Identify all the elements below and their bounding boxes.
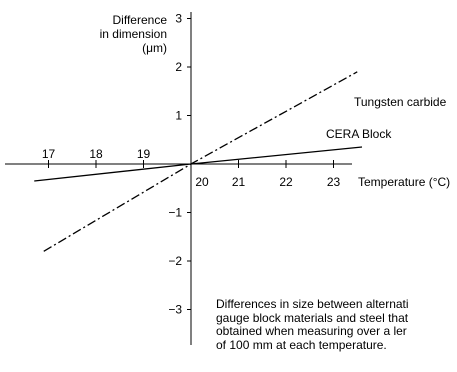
x-tick-label-17: 17	[42, 147, 56, 161]
series-line-tungsten-carbide	[43, 71, 358, 252]
x-tick-label-19: 19	[137, 147, 151, 161]
y-tick-label--2: −2	[168, 254, 182, 268]
x-tick-label-21: 21	[232, 175, 246, 189]
y-tick-label-2: 2	[175, 60, 182, 74]
y-tick-label-3: 3	[175, 12, 182, 26]
series-line-cera-block	[34, 146, 363, 182]
x-tick-label-23: 23	[327, 175, 341, 189]
y-tick-label--1: −1	[168, 206, 182, 220]
annotation-line-1: Differences in size between alternati	[216, 298, 409, 311]
x-axis-label: Temperature (°C)	[358, 175, 450, 189]
series-label-tungsten-carbide: Tungsten carbide	[354, 95, 447, 109]
y-axis-label-line-1: Difference	[113, 13, 168, 27]
series-label-cera-block: CERA Block	[326, 127, 392, 141]
annotation-line-3: obtained when measuring over a ler	[216, 325, 407, 338]
y-tick-label-1: 1	[175, 109, 182, 123]
annotation-line-4: of 100 mm at each temperature.	[216, 338, 387, 352]
x-tick-label-20: 20	[195, 175, 209, 189]
chart-annotation: Differences in size between alternati ga…	[216, 298, 457, 372]
y-tick-label--3: −3	[168, 303, 182, 317]
annotation-line-2: gauge block materials and steel that	[216, 311, 409, 325]
x-tick-label-18: 18	[89, 147, 103, 161]
x-tick-label-22: 22	[279, 175, 293, 189]
y-axis-label-line-3: (μm)	[142, 41, 167, 55]
y-axis-label-line-2: in dimension	[100, 27, 167, 41]
